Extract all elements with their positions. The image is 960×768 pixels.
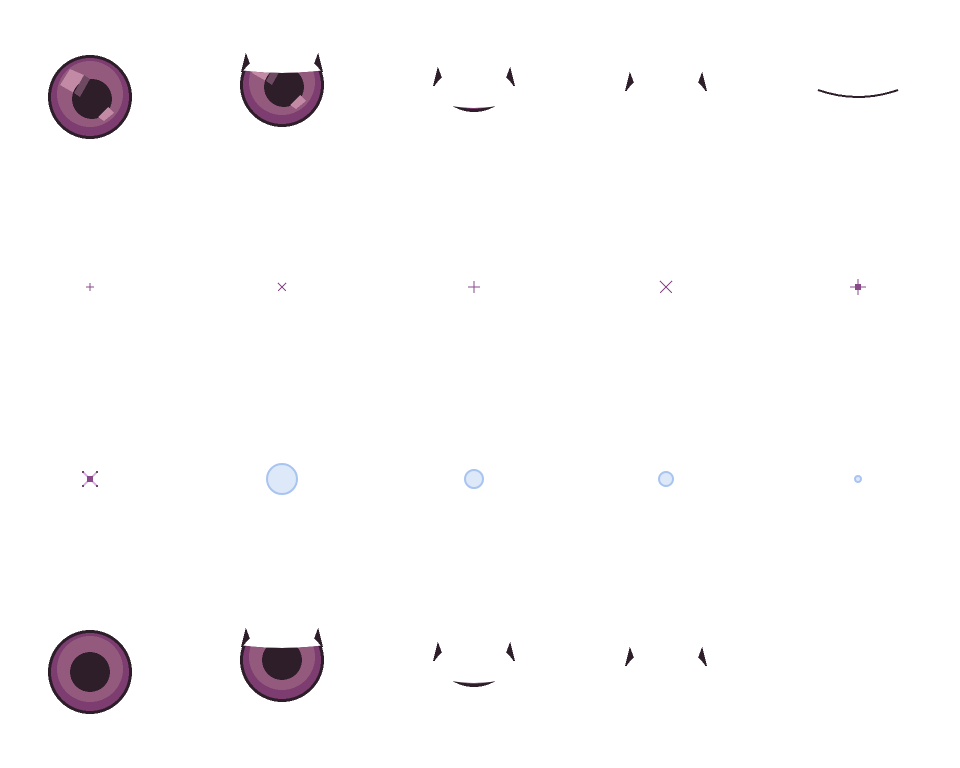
pupil — [646, 617, 686, 657]
eye-sprite — [240, 52, 324, 127]
eye-body — [48, 55, 132, 139]
sparkle-sprite — [850, 279, 866, 295]
bubble-sprite — [266, 463, 298, 495]
eye-sprite — [432, 625, 516, 687]
eye-sprite — [240, 627, 324, 702]
eye-sprite — [48, 630, 132, 714]
highlight — [252, 69, 276, 81]
bubble-sprite — [658, 471, 674, 487]
eye-sprite — [432, 42, 516, 112]
highlight — [636, 34, 660, 58]
pupil — [262, 644, 302, 680]
eye-body — [624, 20, 708, 104]
eye-sprite — [48, 55, 132, 139]
pupil — [454, 625, 494, 665]
eye-body — [240, 644, 324, 702]
pupil — [648, 44, 688, 84]
eye-body — [432, 625, 516, 687]
sparkle-sprite — [82, 471, 98, 487]
eye-body — [432, 42, 516, 112]
sparkle-sprite — [277, 282, 287, 292]
highlight — [444, 42, 468, 66]
eye-body — [240, 69, 324, 127]
eye-sprite — [624, 595, 708, 679]
sparkle-sprite — [659, 280, 673, 294]
sparkle-sprite — [468, 281, 480, 293]
bubble-sprite — [854, 475, 862, 483]
sparkle-sprite — [86, 283, 94, 291]
eye-sprite — [817, 89, 899, 98]
eye-sprite — [624, 20, 708, 104]
eye-body — [48, 630, 132, 714]
highlight — [60, 69, 84, 93]
pupil — [456, 52, 496, 92]
pupil — [70, 652, 110, 692]
bubble-sprite — [464, 469, 484, 489]
closed-eye-line — [817, 89, 899, 98]
eye-body — [624, 595, 708, 679]
